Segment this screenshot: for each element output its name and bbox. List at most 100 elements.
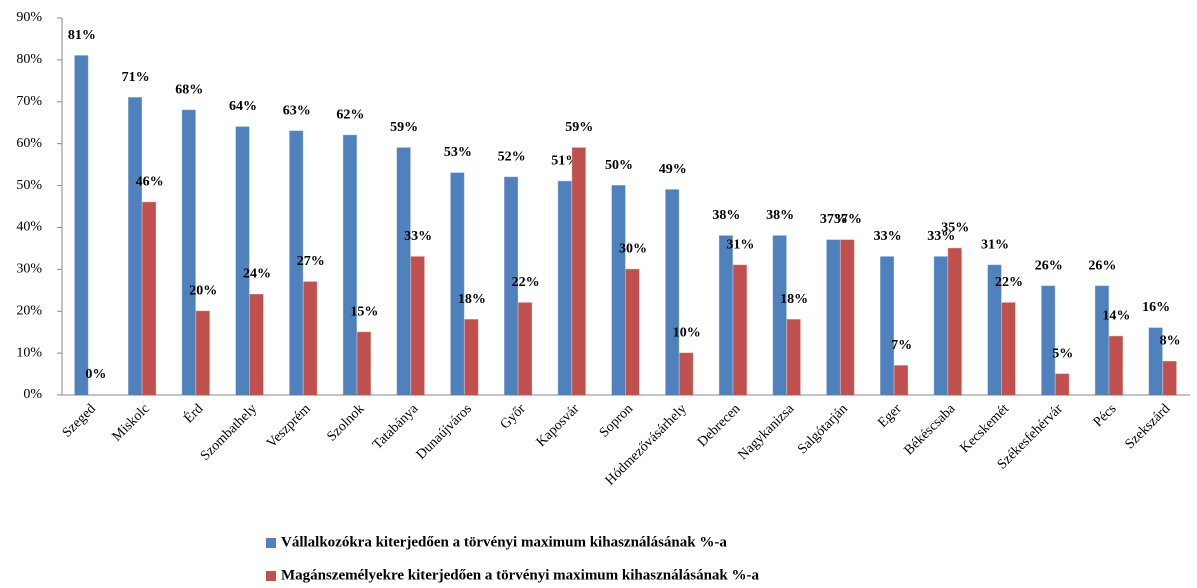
bar <box>826 239 841 396</box>
value-label: 50% <box>605 158 633 173</box>
bar <box>840 239 855 396</box>
x-tick-label: Pécs <box>1091 401 1120 430</box>
value-label: 18% <box>780 292 808 307</box>
bar <box>665 189 680 396</box>
y-tick-label: 50% <box>16 178 42 193</box>
bar <box>235 126 250 396</box>
bar <box>1162 360 1177 396</box>
value-label: 64% <box>229 99 257 114</box>
value-label: 5% <box>1052 346 1073 361</box>
bar <box>464 319 479 396</box>
x-tick-label: Győr <box>498 401 529 432</box>
value-label: 10% <box>673 325 701 340</box>
value-label: 33% <box>927 229 955 244</box>
bar <box>933 256 948 396</box>
bar <box>880 256 895 396</box>
value-label: 71% <box>122 70 150 85</box>
x-tick-label: Kaposvár <box>534 401 583 450</box>
y-tick-label: 90% <box>16 10 42 25</box>
y-tick-label: 10% <box>16 345 42 360</box>
value-label: 59% <box>565 120 593 135</box>
value-label: 46% <box>136 175 164 190</box>
value-label: 63% <box>283 103 311 118</box>
x-tick-label: Szekszárd <box>1123 401 1174 452</box>
value-label: 37% <box>834 212 862 227</box>
value-label: 8% <box>1160 334 1181 349</box>
bar <box>732 264 747 396</box>
x-tick-label: Szeged <box>60 401 99 440</box>
bar <box>303 281 318 396</box>
value-label: 37% <box>820 212 848 227</box>
bar <box>894 365 909 396</box>
x-tick-label: Érd <box>180 400 206 426</box>
value-label: 35% <box>941 221 969 236</box>
y-tick-label: 40% <box>16 220 42 235</box>
bar <box>947 247 962 396</box>
bar <box>396 147 411 396</box>
value-label: 16% <box>1142 300 1170 315</box>
value-label: 26% <box>1088 258 1116 273</box>
bar <box>1041 285 1056 396</box>
bar <box>987 264 1002 396</box>
value-label: 22% <box>995 275 1023 290</box>
bar <box>249 293 264 396</box>
bar <box>74 55 89 396</box>
bar <box>571 147 586 396</box>
bar <box>625 268 640 396</box>
legend-label: Vállalkozókra kiterjedően a törvényi max… <box>281 534 727 550</box>
bar <box>1148 327 1163 396</box>
value-label: 31% <box>981 237 1009 252</box>
bar <box>611 185 626 396</box>
value-label: 68% <box>175 82 203 97</box>
y-tick-label: 70% <box>16 94 42 109</box>
value-label: 24% <box>243 267 271 282</box>
value-label: 62% <box>336 108 364 123</box>
bar <box>195 310 210 396</box>
bar <box>450 172 465 396</box>
x-tick-label: Veszprém <box>264 401 314 451</box>
bar <box>1055 373 1070 396</box>
x-tick-label: Nagykanizsa <box>736 401 798 463</box>
value-label: 14% <box>1102 309 1130 324</box>
bar <box>289 130 304 396</box>
x-tick-label: Tatabánya <box>370 401 422 453</box>
bar <box>786 319 801 396</box>
value-label: 38% <box>712 208 740 223</box>
value-label: 31% <box>726 237 754 252</box>
value-label: 52% <box>498 149 526 164</box>
value-label: 15% <box>350 304 378 319</box>
value-label: 59% <box>390 120 418 135</box>
value-label: 30% <box>619 242 647 257</box>
legend-swatch <box>266 571 276 581</box>
value-label: 0% <box>85 367 106 382</box>
bar <box>518 302 533 396</box>
value-label: 20% <box>189 283 217 298</box>
value-label: 33% <box>874 229 902 244</box>
y-tick-label: 30% <box>16 262 42 277</box>
x-tick-label: Sopron <box>597 401 636 440</box>
x-tick-label: Békéscsaba <box>902 401 959 458</box>
legend-label: Magánszemélyekre kiterjedően a törvényi … <box>281 567 760 583</box>
value-label: 27% <box>297 254 325 269</box>
value-label: 53% <box>444 145 472 160</box>
x-tick-label: Dunaújváros <box>414 401 475 462</box>
bar <box>1094 285 1109 396</box>
bar <box>356 331 371 396</box>
x-tick-label: Eger <box>875 401 905 431</box>
bar <box>718 235 733 396</box>
x-tick-label: Szombathely <box>198 401 260 463</box>
x-tick-label: Miskolc <box>110 401 153 444</box>
y-tick-label: 20% <box>16 303 42 318</box>
bar <box>1108 335 1123 396</box>
bar <box>679 352 694 396</box>
bar <box>504 176 519 396</box>
bar <box>142 201 157 396</box>
x-tick-label: Salgótarján <box>795 401 851 457</box>
value-label: 33% <box>404 229 432 244</box>
y-tick-label: 60% <box>16 136 42 151</box>
value-label: 7% <box>891 338 912 353</box>
bar <box>128 97 143 396</box>
bar <box>342 134 357 396</box>
legend-swatch <box>266 538 276 548</box>
value-label: 38% <box>766 208 794 223</box>
